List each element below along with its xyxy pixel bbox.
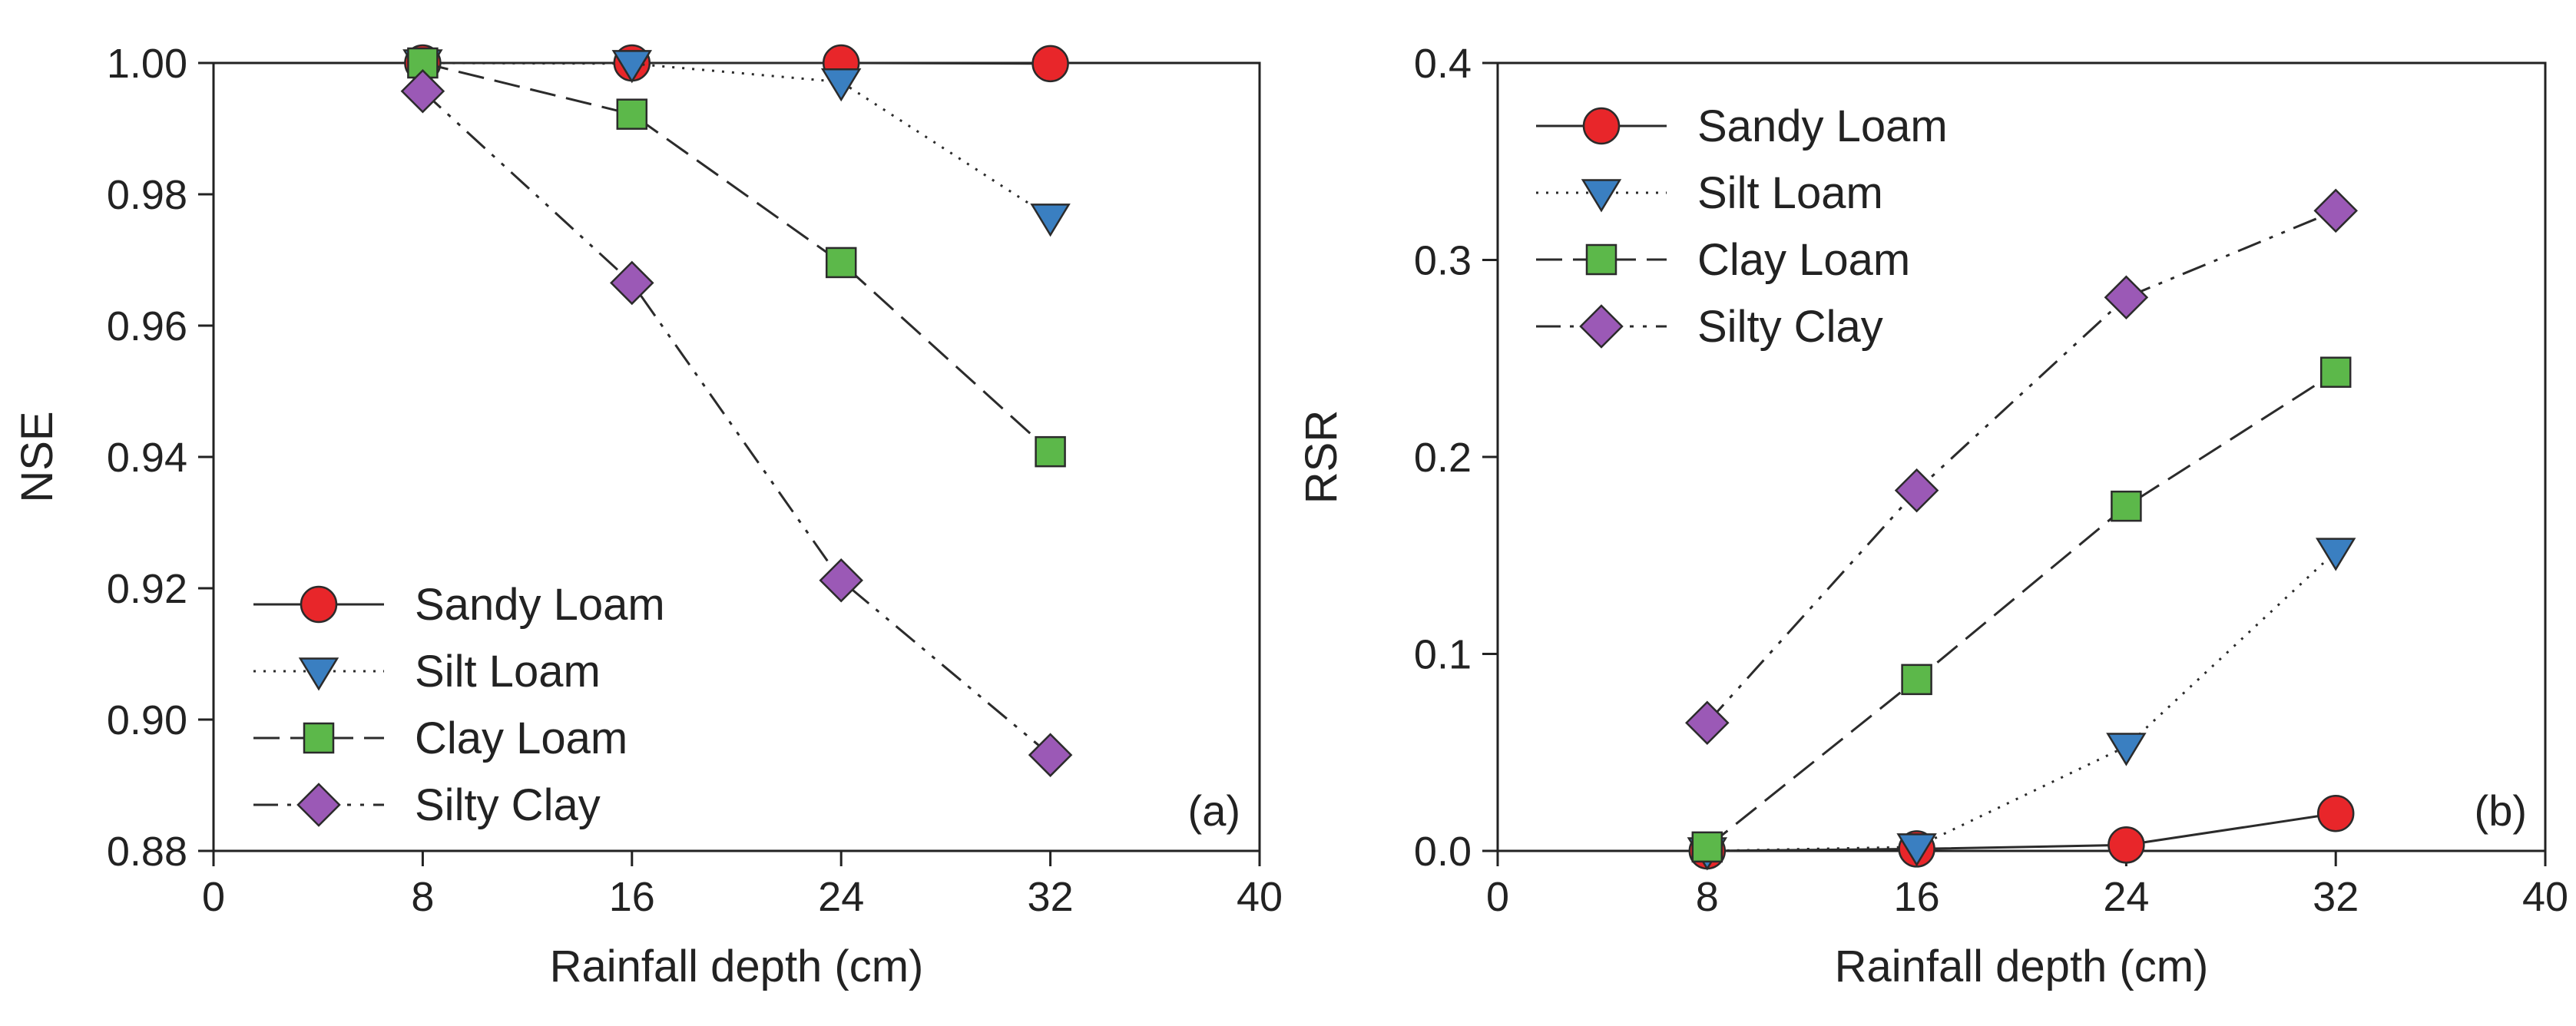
x-tick-label: 0 (1486, 874, 1509, 920)
x-tick-label: 0 (202, 874, 225, 920)
y-tick-label: 0.2 (1414, 435, 1472, 481)
plot-frame (1496, 61, 2547, 852)
series-line-silty-clay (422, 90, 1051, 756)
legend-marker-silty-clay (296, 783, 341, 827)
y-tick-label: 0.90 (107, 697, 187, 743)
chart-panel-a: 0 8 16 24 32 40 0.88 0.90 0.92 0.94 0.96 0.98 1.00 Ra… (12, 41, 1283, 991)
y-tick-label: 0.98 (107, 172, 187, 218)
data-point-silty-clay (1685, 700, 1730, 746)
data-point-silty-clay (1894, 468, 1939, 513)
legend-marker-silt-loam (1581, 179, 1622, 213)
x-tick-label: 32 (2313, 874, 2359, 920)
data-point-silt-loam (2315, 538, 2356, 571)
legend-label-silty-clay: Silty Clay (1697, 302, 1883, 352)
y-tick-label: 0.4 (1414, 41, 1472, 87)
data-point-silt-loam (820, 68, 862, 102)
data-point-silt-loam (611, 50, 653, 84)
legend-label-silt-loam: Silt Loam (415, 647, 601, 697)
data-point-sandy-loam (2107, 826, 2145, 864)
legend-label-sandy-loam: Sandy Loam (415, 580, 665, 630)
legend-marker-silty-clay (1579, 304, 1624, 349)
x-tick-label: 32 (1028, 874, 1074, 920)
data-point-clay-loam (1035, 435, 1066, 468)
y-tick-label: 1.00 (107, 41, 187, 87)
data-point-clay-loam (2319, 356, 2352, 388)
y-tick-label: 0.96 (107, 303, 187, 349)
series-line-silty-clay (1706, 209, 2336, 724)
series-line-clay-loam (1706, 371, 2337, 849)
y-axis-title: NSE (12, 411, 62, 502)
plot-frame (212, 61, 1261, 852)
data-point-clay-loam (616, 98, 648, 130)
data-point-sandy-loam (2316, 795, 2355, 832)
x-tick-label: 8 (1696, 874, 1719, 920)
chart-panel-b: 0 8 16 24 32 40 0.0 0.1 0.2 0.3 0.4 Rainfall depth … (1296, 41, 2568, 991)
y-tick-label: 0.3 (1414, 238, 1472, 284)
legend-marker-clay-loam (1585, 243, 1617, 276)
x-tick-label: 8 (411, 874, 434, 920)
x-tick-label: 40 (1237, 874, 1283, 920)
y-tick-label: 0.88 (107, 829, 187, 875)
x-tick-label: 24 (818, 874, 864, 920)
y-tick-label: 0.1 (1414, 632, 1472, 678)
x-tick-label: 16 (609, 874, 655, 920)
y-tick-label: 0.94 (107, 435, 187, 481)
data-point-silty-clay (1028, 733, 1073, 777)
panel-tag: (b) (2475, 786, 2527, 835)
legend-label-clay-loam: Clay Loam (1697, 235, 1910, 285)
data-point-silty-clay (819, 558, 863, 603)
x-tick-label: 16 (1894, 874, 1940, 920)
legend-label-silty-clay: Silty Clay (415, 780, 601, 830)
data-point-silty-clay (400, 68, 445, 114)
series-line-clay-loam (422, 61, 1051, 453)
data-point-sandy-loam (1031, 45, 1069, 83)
y-axis-title: RSR (1296, 410, 1346, 504)
panel-tag: (a) (1188, 786, 1240, 835)
legend-label-silt-loam: Silt Loam (1697, 168, 1883, 218)
data-point-clay-loam (2111, 490, 2142, 522)
legend-marker-sandy-loam (1582, 107, 1621, 145)
data-point-clay-loam (1901, 664, 1932, 696)
y-tick-label: 0.92 (107, 566, 187, 612)
data-point-silt-loam (1030, 204, 1071, 237)
data-point-clay-loam (825, 247, 857, 279)
data-point-silt-loam (1896, 833, 1937, 867)
x-axis-title: Rainfall depth (cm) (1835, 942, 2209, 991)
x-axis-title: Rainfall depth (cm) (550, 942, 924, 991)
data-point-silty-clay (2104, 275, 2149, 320)
data-point-silty-clay (2313, 188, 2358, 233)
x-tick-label: 24 (2103, 874, 2149, 920)
data-point-silt-loam (2106, 733, 2147, 766)
legend-marker-sandy-loam (300, 585, 338, 624)
legend-marker-silt-loam (298, 657, 339, 691)
y-tick-label: 0.0 (1414, 829, 1472, 875)
x-tick-label: 40 (2522, 874, 2568, 920)
legend-label-clay-loam: Clay Loam (415, 713, 627, 763)
series-line-silt-loam (1707, 551, 2337, 852)
data-point-clay-loam (1691, 831, 1723, 863)
legend-label-sandy-loam: Sandy Loam (1697, 101, 1948, 151)
series-line-sandy-loam (1707, 812, 2336, 852)
data-point-silty-clay (610, 260, 654, 306)
series-line-sandy-loam (422, 61, 1051, 65)
legend-marker-clay-loam (303, 722, 335, 754)
